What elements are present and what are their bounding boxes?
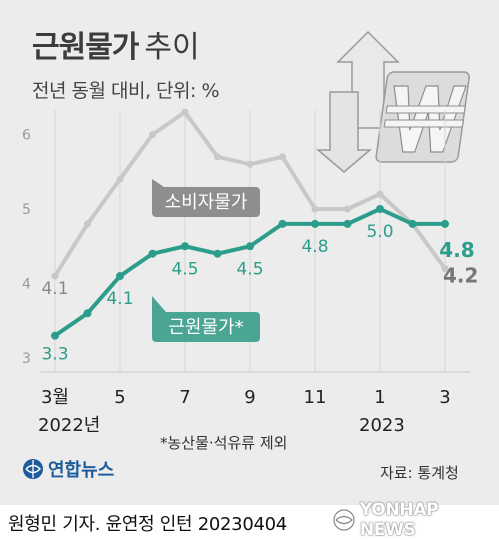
cpi-value-label: 4.1 <box>41 279 68 299</box>
logo-text: 연합뉴스 <box>48 460 115 481</box>
globe-icon <box>23 459 43 479</box>
data-point <box>51 331 59 340</box>
data-point <box>441 219 449 228</box>
yonhap-globe-icon <box>333 509 355 531</box>
x-tick-label: 3 <box>439 387 450 408</box>
core-value-label: 4.1 <box>106 289 133 309</box>
core-value-label: 3.3 <box>41 345 68 365</box>
y-axis-ticks: 3 4 5 6 <box>22 128 31 368</box>
chart-title: 근원물가 추이 <box>32 22 200 66</box>
x-tick-label: 5 <box>114 387 125 408</box>
series-lines <box>51 108 449 340</box>
core-value-label: 4.5 <box>236 259 263 279</box>
data-point <box>441 265 449 273</box>
data-point <box>181 108 189 116</box>
data-point <box>51 272 59 280</box>
series-tag-label: 근원물가* <box>168 317 243 338</box>
core-value-label: 4.8 <box>301 237 328 257</box>
data-point <box>278 219 287 228</box>
data-point <box>149 131 156 138</box>
data-point <box>311 219 319 228</box>
data-point <box>408 219 417 228</box>
year-label: 2022년 <box>38 415 100 436</box>
core-series-tag: 근원물가* <box>152 296 260 342</box>
source-label: 자료: 통계청 <box>380 464 459 482</box>
data-point <box>213 249 222 258</box>
data-point <box>116 175 124 183</box>
y-tick-label: 3 <box>22 351 31 367</box>
y-tick-label: 6 <box>22 128 31 144</box>
title-sub: 추이 <box>144 30 200 65</box>
core-value-label: 4.8 <box>439 238 474 262</box>
credit-line: 원형민 기자. 윤연정 인턴 20230404 <box>8 514 287 535</box>
cpi-series-tag: 소비자물가 <box>152 179 260 217</box>
brand-text: YONHAP NEWS <box>359 500 439 540</box>
core-value-label: 4.5 <box>171 259 198 279</box>
chart-subtitle: 전년 동월 대비, 단위: % <box>32 80 220 102</box>
title-main: 근원물가 <box>32 30 139 65</box>
y-tick-label: 4 <box>22 277 31 293</box>
x-tick-label: 1 <box>374 387 385 408</box>
y-tick-label: 5 <box>22 202 31 218</box>
series-tag-label: 소비자물가 <box>165 192 248 213</box>
data-point <box>116 272 124 281</box>
x-tick-label: 11 <box>304 387 327 408</box>
data-point <box>246 242 254 251</box>
data-point <box>343 219 352 228</box>
footnote: *농산물·석유류 제외 <box>160 434 288 452</box>
yonhap-news-watermark: YONHAP NEWS <box>332 500 499 540</box>
data-point <box>83 309 92 318</box>
x-tick-label: 7 <box>179 387 190 408</box>
yonhap-logo: 연합뉴스 <box>22 456 114 482</box>
year-label: 2023 <box>359 415 405 436</box>
data-labels: 4.1 4.2 3.3 4.1 4.5 4.5 4.8 5.0 4.8 <box>41 222 478 365</box>
data-point <box>181 242 189 251</box>
x-tick-label: 3월 <box>41 387 69 408</box>
core-value-label: 5.0 <box>366 222 393 242</box>
arrows-won-icon <box>315 30 470 173</box>
data-point <box>279 153 286 161</box>
data-point <box>311 205 319 213</box>
x-tick-label: 9 <box>244 387 255 408</box>
data-point <box>376 205 384 213</box>
data-point <box>148 249 157 258</box>
data-point <box>344 205 351 213</box>
data-point <box>214 153 221 161</box>
data-point <box>376 190 384 198</box>
data-point <box>246 160 254 168</box>
data-point <box>84 220 91 228</box>
cpi-value-label: 4.2 <box>443 264 478 288</box>
